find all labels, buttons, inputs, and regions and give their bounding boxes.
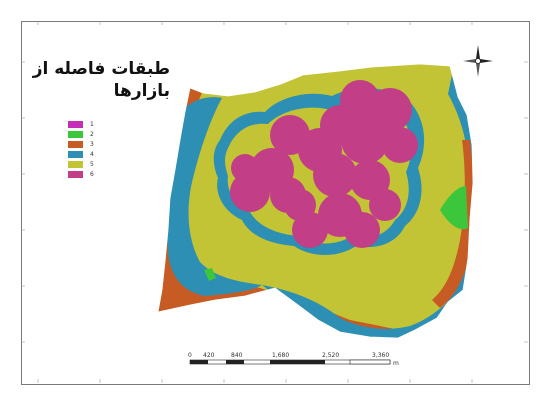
legend-item-3: 3 <box>68 140 108 150</box>
zone-class-2-southwest <box>204 268 216 281</box>
legend-label-2: 2 <box>90 131 94 138</box>
legend-item-6: 6 <box>68 170 108 180</box>
legend-swatch-6 <box>68 171 83 178</box>
map-title-line-2: بازارها <box>113 81 170 101</box>
map-title-line-1: طبقات فاصله از <box>32 59 170 79</box>
zone-class-2-east <box>440 186 468 230</box>
legend-swatch-2 <box>68 131 83 138</box>
north-arrow-icon <box>463 45 493 77</box>
legend-swatch-4 <box>68 151 83 158</box>
distance-class-zones <box>158 64 473 338</box>
map-title: طبقات فاصله از بازارها <box>28 58 170 102</box>
scale-bar <box>189 359 391 365</box>
zone-class-4-left <box>167 97 262 296</box>
legend: 1 2 3 4 5 6 <box>68 120 108 180</box>
legend-item-2: 2 <box>68 130 108 140</box>
legend-label-1: 1 <box>90 121 94 128</box>
zone-class-6-cores <box>230 80 418 248</box>
legend-swatch-1 <box>68 121 83 128</box>
legend-item-4: 4 <box>68 150 108 160</box>
legend-swatch-5 <box>68 161 83 168</box>
legend-label-3: 3 <box>90 141 94 148</box>
legend-label-4: 4 <box>90 151 94 158</box>
legend-swatch-3 <box>68 141 83 148</box>
graticule-ticks <box>21 21 528 383</box>
legend-item-1: 1 <box>68 120 108 130</box>
legend-item-5: 5 <box>68 160 108 170</box>
legend-label-5: 5 <box>90 161 94 168</box>
legend-label-6: 6 <box>90 171 94 178</box>
zone-class-3-right <box>432 140 473 308</box>
study-area-boundary <box>157 63 474 339</box>
